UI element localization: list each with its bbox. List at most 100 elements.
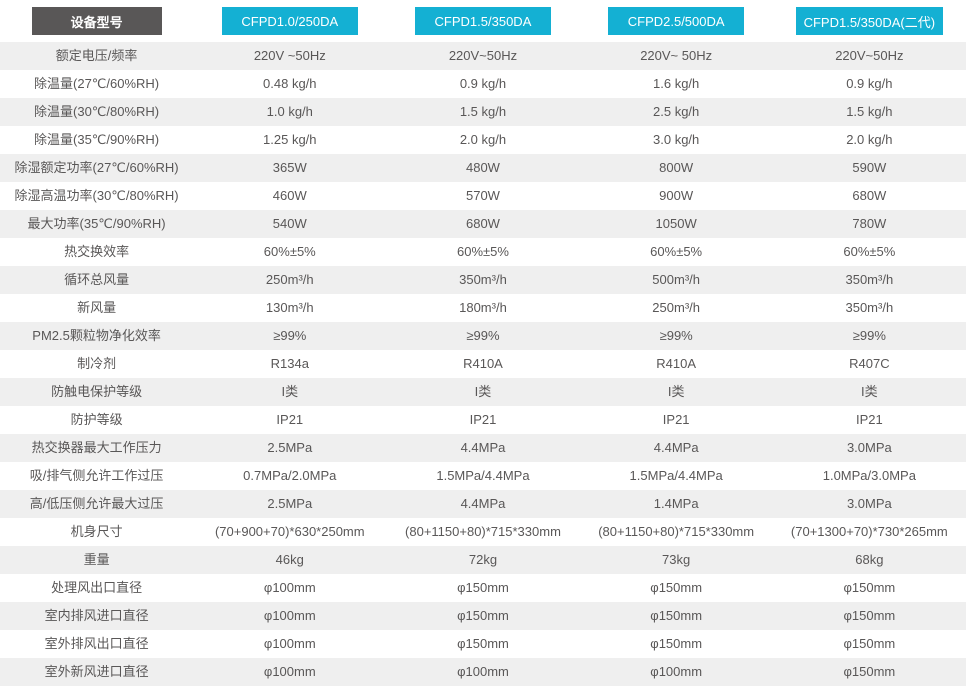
spec-label: 机身尺寸 xyxy=(70,524,123,539)
spec-value: 220V~50Hz xyxy=(448,48,518,63)
spec-value: 3.0 kg/h xyxy=(653,132,700,147)
spec-value: 0.48 kg/h xyxy=(263,76,317,91)
device-model-header-cell: 设备型号 xyxy=(0,7,193,35)
spec-label: 额定电压/频率 xyxy=(55,48,138,63)
spec-value: I类 xyxy=(281,384,299,399)
spec-value: 2.5MPa xyxy=(267,440,313,455)
spec-table-body: 额定电压/频率 220V ~50Hz 220V~50Hz 220V~ 50Hz 220V… xyxy=(0,42,966,686)
spec-label: 高/低压侧允许最大过压 xyxy=(29,496,164,511)
model-button-cfpd2-5-500da[interactable]: CFPD2.5/500DA xyxy=(608,7,745,35)
spec-row: 最大功率(35℃/90%RH) 540W 680W 1050W 780W xyxy=(0,210,966,238)
spec-value: ≥99% xyxy=(659,328,693,343)
spec-label: 处理风出口直径 xyxy=(51,580,143,595)
spec-value: 2.5MPa xyxy=(267,496,313,511)
spec-value: (80+1150+80)*715*330mm xyxy=(598,524,755,539)
spec-value: 3.0MPa xyxy=(846,440,892,455)
spec-row: 除湿额定功率(27℃/60%RH) 365W 480W 800W 590W xyxy=(0,154,966,182)
spec-value: 2.5 kg/h xyxy=(653,104,700,119)
spec-value: 0.9 kg/h xyxy=(846,76,893,91)
spec-value: 220V ~50Hz xyxy=(253,48,326,63)
spec-value: 1.6 kg/h xyxy=(653,76,700,91)
spec-value: R410A xyxy=(656,356,697,371)
spec-row: 防触电保护等级 I类 I类 I类 I类 xyxy=(0,378,966,406)
spec-value: I类 xyxy=(667,384,685,399)
spec-row: 热交换效率 60%±5% 60%±5% 60%±5% 60%±5% xyxy=(0,238,966,266)
spec-value: φ150mm xyxy=(843,636,896,651)
spec-value: 250m³/h xyxy=(265,272,314,287)
spec-value: 590W xyxy=(852,160,887,175)
spec-value: φ150mm xyxy=(650,636,703,651)
spec-value: 1.0MPa/3.0MPa xyxy=(822,468,916,483)
spec-row: 重量 46kg 72kg 73kg 68kg xyxy=(0,546,966,574)
spec-row: 机身尺寸 (70+900+70)*630*250mm (80+1150+80)*71… xyxy=(0,518,966,546)
spec-value: I类 xyxy=(861,384,878,399)
spec-value: 250m³/h xyxy=(652,300,700,315)
spec-value: 680W xyxy=(465,216,500,231)
spec-value: 350m³/h xyxy=(459,272,507,287)
spec-label: 循环总风量 xyxy=(64,272,130,287)
spec-value: φ100mm xyxy=(457,664,509,679)
spec-value: 350m³/h xyxy=(845,300,894,315)
spec-row: 除温量(27℃/60%RH) 0.48 kg/h 0.9 kg/h 1.6 kg/h 0… xyxy=(0,70,966,98)
spec-value: 800W xyxy=(659,160,694,175)
spec-label: 室外新风进口直径 xyxy=(44,664,149,679)
spec-value: 46kg xyxy=(275,552,304,567)
spec-value: 180m³/h xyxy=(459,300,507,315)
spec-value: 4.4MPa xyxy=(460,440,506,455)
spec-value: 1.4MPa xyxy=(653,496,699,511)
model-header-cell-4: CFPD1.5/350DA(二代) xyxy=(773,7,966,35)
spec-value: 540W xyxy=(272,216,307,231)
spec-value: 0.9 kg/h xyxy=(459,76,507,91)
spec-value: 3.0MPa xyxy=(846,496,892,511)
spec-value: 1.5 kg/h xyxy=(459,104,507,119)
spec-row: 除湿高温功率(30℃/80%RH) 460W 570W 900W 680W xyxy=(0,182,966,210)
spec-value: 500m³/h xyxy=(652,272,700,287)
spec-label: 除温量(27℃/60%RH) xyxy=(34,76,160,91)
spec-row: 室外新风进口直径 φ100mm φ100mm φ100mm φ150mm xyxy=(0,658,966,686)
spec-label: 除湿额定功率(27℃/60%RH) xyxy=(14,160,179,175)
spec-value: IP21 xyxy=(276,412,304,427)
spec-label: 最大功率(35℃/90%RH) xyxy=(27,216,166,231)
model-button-cfpd1-5-350da-gen2[interactable]: CFPD1.5/350DA(二代) xyxy=(795,7,944,35)
spec-row: PM2.5颗粒物净化效率 ≥99% ≥99% ≥99% ≥99% xyxy=(0,322,966,350)
spec-label: 防触电保护等级 xyxy=(51,384,143,399)
spec-label: 重量 xyxy=(83,552,110,567)
spec-row: 热交换器最大工作压力 2.5MPa 4.4MPa 4.4MPa 3.0MPa xyxy=(0,434,966,462)
spec-value: 72kg xyxy=(468,552,498,567)
spec-row: 吸/排气侧允许工作过压 0.7MPa/2.0MPa 1.5MPa/4.4MPa 1.5… xyxy=(0,462,966,490)
spec-value: 1.5 kg/h xyxy=(846,104,893,119)
spec-value: 570W xyxy=(465,188,500,203)
spec-label: 热交换器最大工作压力 xyxy=(31,440,162,455)
spec-row: 室内排风进口直径 φ100mm φ150mm φ150mm φ150mm xyxy=(0,602,966,630)
model-button-cfpd1-0-250da[interactable]: CFPD1.0/250DA xyxy=(221,7,358,35)
spec-value: 60%±5% xyxy=(263,244,316,259)
spec-row: 防护等级 IP21 IP21 IP21 IP21 xyxy=(0,406,966,434)
spec-label: 吸/排气侧允许工作过压 xyxy=(29,468,164,483)
spec-value: 365W xyxy=(272,160,307,175)
spec-value: φ150mm xyxy=(457,580,509,595)
spec-value: IP21 xyxy=(469,412,497,427)
spec-value: 1050W xyxy=(655,216,697,231)
spec-value: 480W xyxy=(465,160,500,175)
model-button-cfpd1-5-350da[interactable]: CFPD1.5/350DA xyxy=(414,7,551,35)
spec-label: 防护等级 xyxy=(70,412,123,427)
spec-value: 60%±5% xyxy=(650,244,703,259)
spec-row: 高/低压侧允许最大过压 2.5MPa 4.4MPa 1.4MPa 3.0MPa xyxy=(0,490,966,518)
spec-row: 循环总风量 250m³/h 350m³/h 500m³/h 350m³/h xyxy=(0,266,966,294)
spec-row: 处理风出口直径 φ100mm φ150mm φ150mm φ150mm xyxy=(0,574,966,602)
spec-value: I类 xyxy=(474,384,492,399)
spec-value: φ150mm xyxy=(843,608,896,623)
spec-value: 73kg xyxy=(662,552,691,567)
spec-value: 0.7MPa/2.0MPa xyxy=(243,468,337,483)
model-header-cell-1: CFPD1.0/250DA xyxy=(193,7,386,35)
spec-label: 除温量(35℃/90%RH) xyxy=(34,132,160,147)
spec-value: (80+1150+80)*715*330mm xyxy=(405,524,561,539)
spec-value: φ100mm xyxy=(263,664,316,679)
spec-value: (70+1300+70)*730*265mm xyxy=(790,524,948,539)
spec-value: 220V~ 50Hz xyxy=(640,48,713,63)
spec-label: 热交换效率 xyxy=(64,244,130,259)
spec-value: ≥99% xyxy=(466,328,500,343)
spec-value: φ150mm xyxy=(457,608,509,623)
model-header-cell-2: CFPD1.5/350DA xyxy=(386,7,579,35)
spec-value: φ100mm xyxy=(263,580,316,595)
